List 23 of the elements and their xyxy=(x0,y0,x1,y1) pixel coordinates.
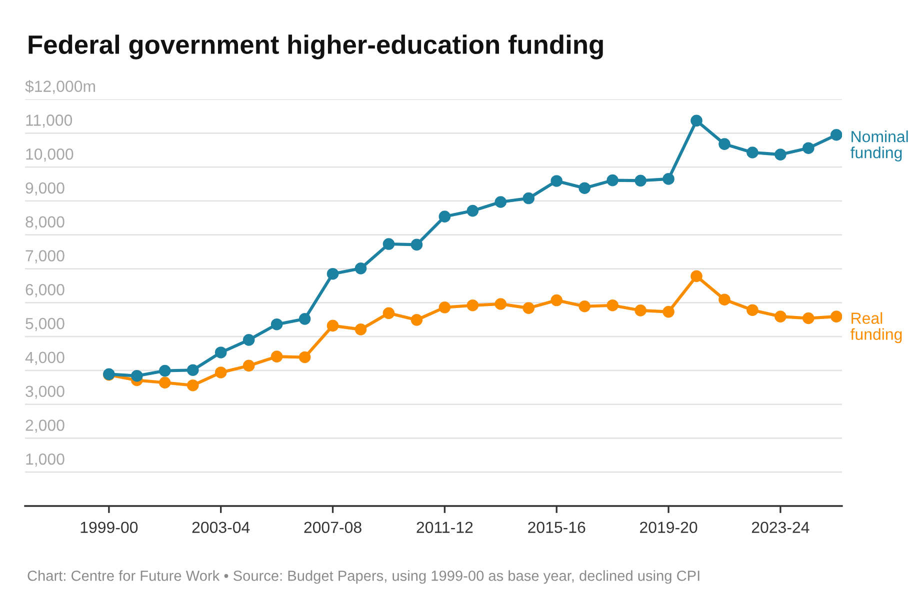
x-tick-label: 1999-00 xyxy=(80,522,138,534)
x-tick-label: 2023-24 xyxy=(752,522,810,534)
x-tick-label: 2011-12 xyxy=(416,522,473,534)
series-label: Nominal funding xyxy=(850,130,908,162)
y-tick-label: 3,000 xyxy=(26,386,64,399)
chart-title: Federal government higher-education funding xyxy=(28,34,603,60)
y-tick-label: 5,000 xyxy=(26,318,64,332)
series-label: Real funding xyxy=(850,312,902,344)
x-tick-label: 2003-04 xyxy=(192,522,250,534)
y-tick-label: 8,000 xyxy=(26,216,64,230)
y-tick-label: 2,000 xyxy=(26,420,64,433)
y-tick-label: $12,000m xyxy=(25,80,95,94)
x-tick-label: 2019-20 xyxy=(640,522,698,534)
text: Chart: Centre for Future Work • Source: Budget Papers, using 1999-00 as base year, declined using CPI xyxy=(28,570,700,584)
x-tick-label: 2007-08 xyxy=(304,522,362,534)
x-tick-label: 2015-16 xyxy=(528,522,586,534)
y-tick-label: 4,000 xyxy=(25,352,64,365)
y-tick-label: 6,000 xyxy=(26,284,64,298)
y-tick-label: 7,000 xyxy=(26,250,64,264)
y-tick-label: 10,000 xyxy=(26,148,74,162)
y-tick-label: 11,000 xyxy=(26,114,72,128)
y-tick-label: 9,000 xyxy=(26,182,64,196)
y-tick-label: 1,000 xyxy=(26,453,64,467)
